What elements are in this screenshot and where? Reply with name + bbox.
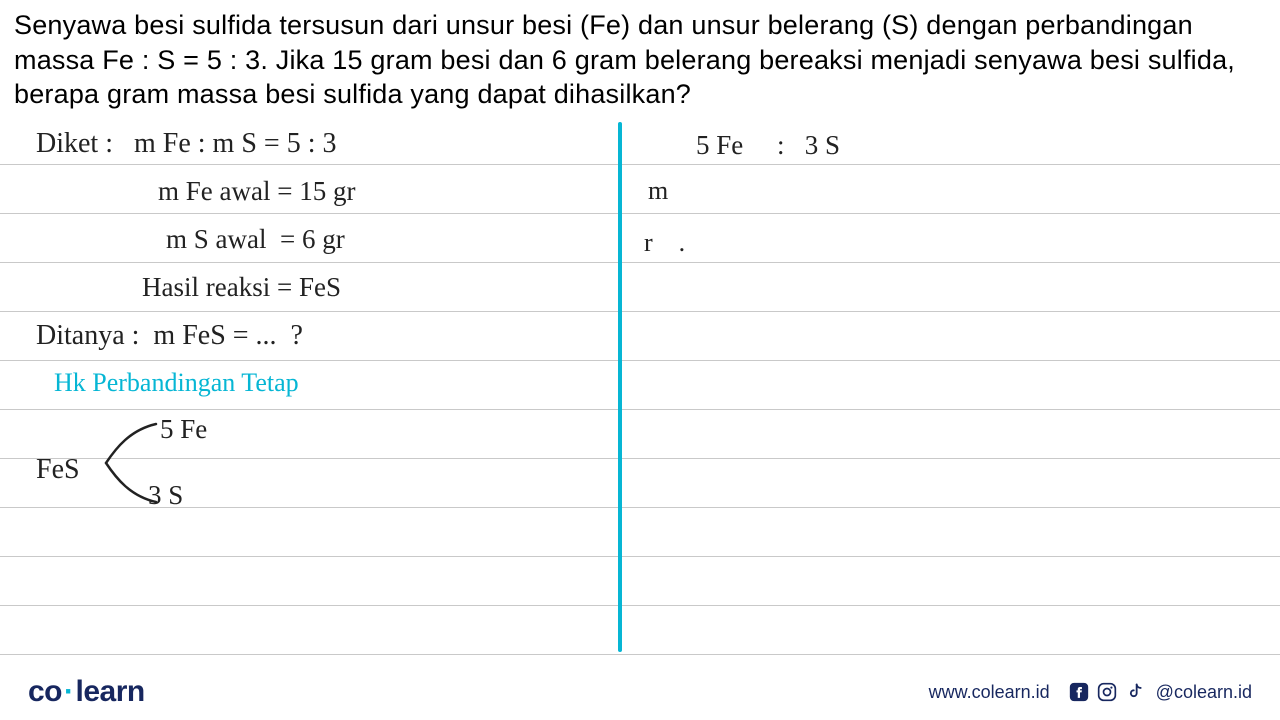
hw-brace-top: 5 Fe xyxy=(160,414,207,445)
question-text: Senyawa besi sulfida tersusun dari unsur… xyxy=(14,8,1266,112)
hw-mfe-awal: m Fe awal = 15 gr xyxy=(158,176,355,207)
hw-hasil-reaksi: Hasil reaksi = FeS xyxy=(142,272,341,303)
brand-left: co xyxy=(28,675,62,708)
tiktok-icon xyxy=(1124,681,1146,703)
hw-diket: Diket : m Fe : m S = 5 : 3 xyxy=(36,128,336,160)
hw-brace-bottom: 3 S xyxy=(148,480,183,511)
social-group: @colearn.id xyxy=(1068,681,1252,703)
column-divider xyxy=(618,122,622,652)
hw-ditanya: Ditanya : m FeS = ... ? xyxy=(36,320,303,352)
footer-right: www.colearn.id @colearn.id xyxy=(929,681,1252,703)
hw-right-r: r . xyxy=(644,228,685,258)
hw-ms-awal: m S awal = 6 gr xyxy=(166,224,345,255)
hw-right-m: m xyxy=(648,176,668,206)
hw-fes-label: FeS xyxy=(36,454,80,486)
website-url: www.colearn.id xyxy=(929,682,1050,703)
hw-hk-perbandingan: Hk Perbandingan Tetap xyxy=(54,368,299,398)
brand-right: learn xyxy=(76,675,145,708)
social-handle: @colearn.id xyxy=(1156,682,1252,703)
brand-dot: · xyxy=(62,675,76,708)
instagram-icon xyxy=(1096,681,1118,703)
brand-logo: co·learn xyxy=(28,675,145,709)
facebook-icon xyxy=(1068,681,1090,703)
footer: co·learn www.colearn.id @colearn.id xyxy=(0,664,1280,720)
hw-right-ratio: 5 Fe : 3 S xyxy=(696,130,840,161)
